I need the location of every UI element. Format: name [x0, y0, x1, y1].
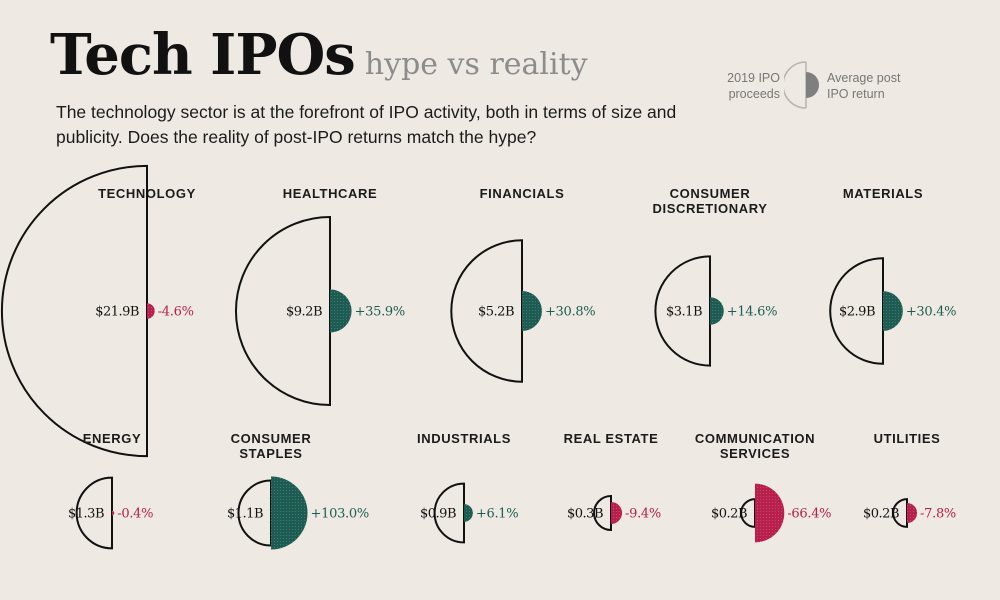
sector-name: REAL ESTATE — [564, 431, 659, 446]
return-semicircle — [710, 297, 724, 325]
sector-financials: FINANCIALS $5.2B +30.8% — [450, 186, 596, 383]
return-label: +6.1% — [476, 507, 518, 522]
return-label: -4.6% — [158, 305, 194, 320]
sector-healthcare: HEALTHCARE $9.2B +35.9% — [235, 186, 405, 407]
legend-return-label: Average post IPO return — [827, 71, 901, 101]
proceeds-semicircle — [450, 239, 523, 383]
intro-text: The technology sector is at the forefron… — [56, 102, 677, 147]
proceeds-label: $1.3B — [68, 507, 104, 522]
proceeds-label: $1.1B — [227, 507, 263, 522]
sector-name: MATERIALS — [843, 186, 923, 201]
title-block: Tech IPOs hype vs reality — [50, 22, 588, 88]
proceeds-label: $9.2B — [286, 305, 322, 320]
proceeds-semicircle — [235, 215, 331, 407]
proceeds-semicircle — [892, 498, 908, 528]
sector-name: INDUSTRIALS — [417, 431, 511, 446]
sector-industrials: INDUSTRIALS $0.9B +6.1% — [417, 431, 519, 544]
return-label: +35.9% — [355, 305, 405, 320]
page-subtitle: hype vs reality — [364, 47, 588, 82]
sector-materials: MATERIALS $2.9B +30.4% — [829, 186, 957, 365]
proceeds-label: $21.9B — [95, 305, 139, 320]
return-label: -7.8% — [920, 507, 956, 522]
proceeds-label: $2.9B — [839, 305, 875, 320]
sector-name: UTILITIES — [874, 431, 941, 446]
proceeds-label: $3.1B — [666, 305, 702, 320]
legend-semicircle-icon — [784, 61, 819, 109]
return-semicircle — [883, 291, 903, 331]
proceeds-label: $0.9B — [420, 507, 456, 522]
proceeds-semicircle — [654, 255, 711, 367]
return-label: +30.4% — [906, 305, 956, 320]
sector-technology: TECHNOLOGY$21.9B -4.6% — [0, 164, 195, 458]
proceeds-label: $5.2B — [478, 305, 514, 320]
return-semicircle — [907, 502, 918, 524]
sector-name: ENERGY — [83, 431, 142, 446]
sector-consumer-staples: CONSUMER STAPLES $1.1B +103.0% — [227, 431, 369, 550]
proceeds-semicircle — [593, 495, 612, 531]
proceeds-semicircle — [75, 476, 113, 550]
proceeds-label: $0.3B — [567, 507, 603, 522]
sector-name: COMMUNICATION SERVICES — [695, 431, 815, 461]
return-semicircle — [330, 289, 352, 333]
return-semicircle — [522, 291, 542, 331]
return-label: -9.4% — [625, 507, 661, 522]
return-label: -66.4% — [787, 507, 831, 522]
page-title: Tech IPOs — [50, 22, 356, 88]
legend-proceeds-label: 2019 IPO proceeds — [727, 71, 780, 101]
return-semicircle — [271, 476, 308, 550]
proceeds-semicircle — [433, 482, 465, 544]
return-label: +14.6% — [727, 305, 777, 320]
sector-name: FINANCIALS — [480, 186, 565, 201]
sector-utilities: UTILITIES $0.2B -7.8% — [863, 431, 956, 528]
sector-real-estate: REAL ESTATE $0.3B -9.4% — [564, 431, 661, 531]
return-semicircle — [611, 501, 623, 525]
sector-name: CONSUMER STAPLES — [231, 431, 312, 461]
sector-name: HEALTHCARE — [283, 186, 378, 201]
return-semicircle — [464, 504, 473, 522]
sector-energy: ENERGY $1.3B -0.4% — [68, 431, 153, 550]
proceeds-semicircle — [740, 498, 756, 528]
legend: 2019 IPO proceeds Average post IPO retur… — [700, 60, 980, 120]
return-semicircle — [147, 303, 155, 319]
sector-consumer-discretionary: CONSUMER DISCRETIONARY $3.1B +14.6% — [653, 186, 777, 367]
return-label: +30.8% — [545, 305, 595, 320]
proceeds-label: $0.2B — [863, 507, 899, 522]
proceeds-semicircle — [237, 479, 272, 547]
return-label: +103.0% — [311, 507, 369, 522]
proceeds-semicircle — [0, 164, 148, 458]
sector-name: CONSUMER DISCRETIONARY — [653, 186, 768, 216]
sector-communication-services: COMMUNICATION SERVICES $0.2B -66.4% — [695, 431, 832, 543]
return-semicircle — [112, 510, 115, 516]
proceeds-label: $0.2B — [711, 507, 747, 522]
return-label: -0.4% — [117, 507, 153, 522]
proceeds-semicircle — [829, 257, 884, 365]
return-semicircle — [755, 483, 785, 543]
